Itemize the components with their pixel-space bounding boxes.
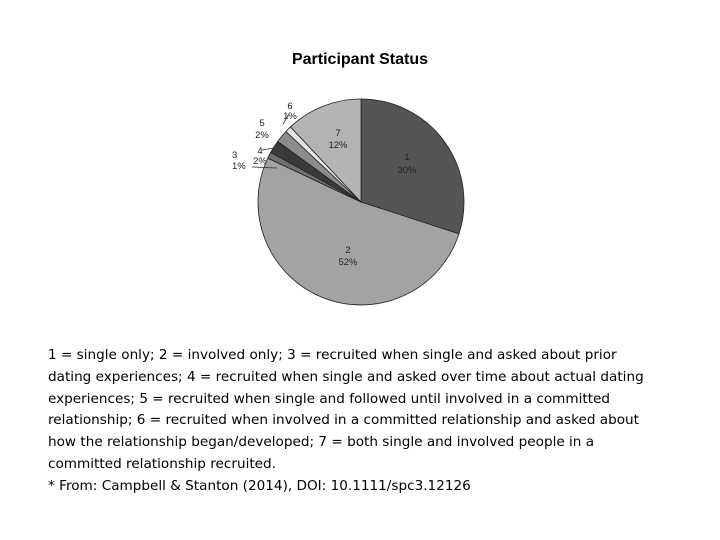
slice-percent-1: 30% — [397, 165, 417, 176]
slice-percent-6: 1% — [283, 111, 297, 122]
caption-line: experiences; 5 = recruited when single a… — [48, 390, 611, 407]
slice-label-7: 7 — [335, 128, 340, 139]
slice-percent-3: 1% — [232, 161, 246, 172]
leader-line-4 — [261, 147, 275, 151]
slice-percent-4: 2% — [253, 156, 267, 167]
slice-label-2: 2 — [345, 245, 350, 256]
leader-line-3 — [251, 166, 278, 169]
slice-label-1: 1 — [404, 152, 409, 163]
slice-percent-5: 2% — [255, 130, 269, 141]
chart-title: Participant Status — [291, 51, 429, 68]
caption-line: dating experiences; 4 = recruited when s… — [48, 368, 644, 385]
pie-slice-7 — [289, 98, 362, 204]
caption: 1 = single only; 2 = involved only; 3 = … — [48, 345, 688, 498]
slice-percent-2: 52% — [338, 257, 358, 268]
caption-line: 1 = single only; 2 = involved only; 3 = … — [48, 347, 617, 363]
caption-line: relationship; 6 = recruited when involve… — [48, 412, 640, 429]
caption-line: how the relationship began/developed; 7 … — [48, 434, 595, 451]
slice-label-6: 6 — [287, 101, 292, 112]
pie-slice-1 — [360, 98, 465, 235]
pie-slice-2 — [257, 157, 460, 306]
caption-line: * From: Campbell & Stanton (2014), DOI: … — [48, 477, 471, 494]
slice-percent-7: 12% — [328, 140, 348, 151]
slice-label-4: 4 — [257, 146, 262, 157]
caption-line: committed relationship recruited. — [48, 455, 277, 472]
slice-label-5: 5 — [259, 118, 264, 129]
leader-line-6 — [282, 113, 290, 125]
slice-label-3: 3 — [232, 150, 237, 161]
